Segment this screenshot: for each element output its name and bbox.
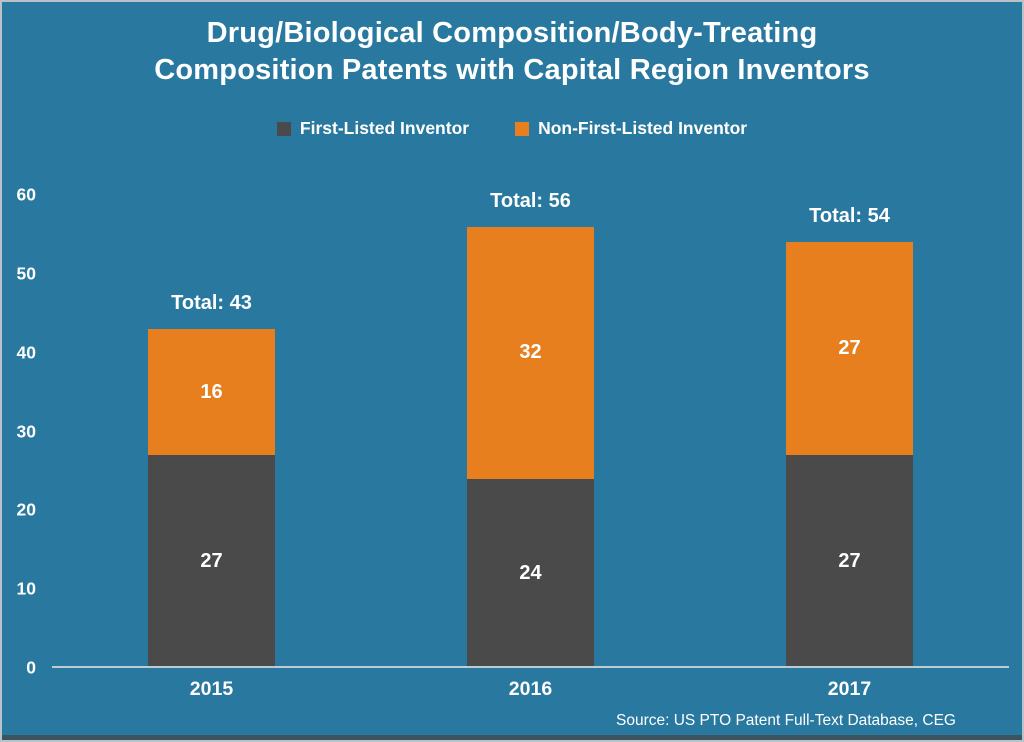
bar-segment-non-first-listed: 32 (467, 226, 594, 479)
source-note: Source: US PTO Patent Full-Text Database… (616, 712, 956, 729)
x-axis-line (52, 666, 1009, 668)
bar-value-label: 27 (200, 550, 223, 573)
legend-item-non-first-listed: Non-First-Listed Inventor (515, 118, 747, 139)
y-axis-tick-label: 20 (16, 499, 36, 520)
bar-value-label: 27 (838, 550, 861, 573)
bar-value-label: 27 (838, 337, 861, 360)
bar-value-label: 24 (519, 561, 542, 584)
bar-value-label: 32 (519, 341, 542, 364)
y-axis-tick-label: 0 (26, 657, 36, 678)
y-axis-tick-label: 10 (16, 578, 36, 599)
legend-swatch-non-first-listed-icon (515, 121, 530, 136)
bar-segment-first-listed: 27 (148, 455, 275, 668)
bar-value-label: 16 (200, 380, 223, 403)
legend-swatch-first-listed-icon (276, 121, 291, 136)
chart-title: Drug/Biological Composition/Body-Treatin… (2, 15, 1022, 89)
total-label: Total: 43 (171, 292, 252, 315)
bar-segment-non-first-listed: 27 (786, 242, 913, 456)
x-axis-category-label: 2015 (189, 678, 234, 700)
total-label: Total: 56 (490, 189, 571, 212)
y-axis-tick-label: 40 (16, 342, 36, 363)
legend: First-Listed Inventor Non-First-Listed I… (2, 118, 1022, 139)
bottom-strip (2, 735, 1022, 740)
legend-item-first-listed: First-Listed Inventor (276, 118, 470, 139)
legend-label-first-listed: First-Listed Inventor (299, 118, 470, 138)
bar-segment-first-listed: 24 (467, 478, 594, 668)
bar-segment-first-listed: 27 (786, 455, 913, 668)
chart-title-line1: Drug/Biological Composition/Body-Treatin… (206, 17, 818, 49)
bar-segment-non-first-listed: 16 (148, 329, 275, 456)
legend-label-non-first-listed: Non-First-Listed Inventor (538, 118, 748, 138)
chart-title-line2: Composition Patents with Capital Region … (154, 54, 870, 86)
y-axis-tick-label: 60 (16, 184, 36, 205)
x-axis-category-label: 2017 (827, 678, 872, 700)
total-label: Total: 54 (809, 205, 890, 228)
y-axis-tick-label: 30 (16, 421, 36, 441)
y-axis-tick-label: 50 (16, 263, 36, 284)
x-axis-category-label: 2016 (508, 678, 553, 700)
